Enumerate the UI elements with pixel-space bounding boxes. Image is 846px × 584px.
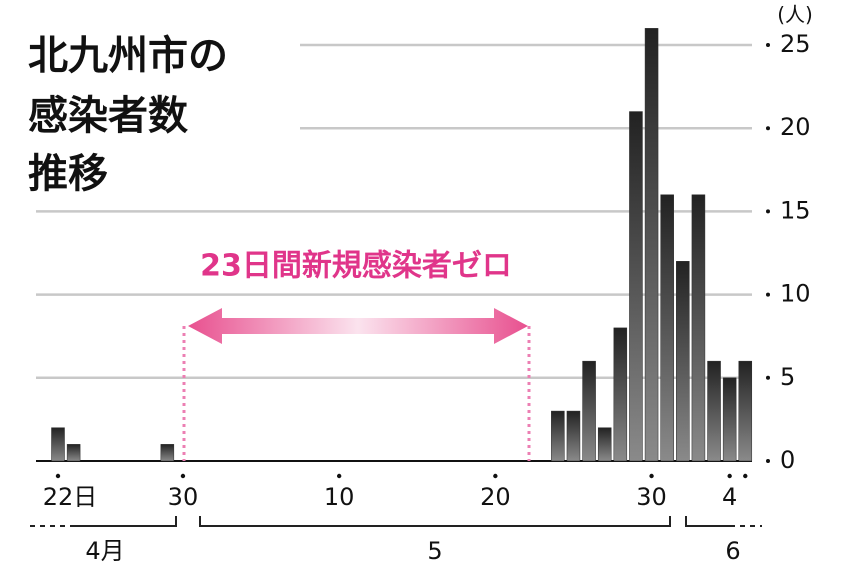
title-bg <box>20 22 300 202</box>
month-brackets <box>30 516 762 527</box>
bar <box>160 444 175 462</box>
y-tick-label: 5 <box>780 363 795 391</box>
x-tick-dot <box>55 473 61 479</box>
bar <box>707 360 721 462</box>
bars <box>51 28 753 462</box>
bar <box>66 444 81 462</box>
bar <box>551 410 565 462</box>
y-tick-label: 20 <box>780 113 811 141</box>
y-tick-dot <box>766 43 770 47</box>
x-tick-label: 4 <box>722 483 737 511</box>
y-tick-label: 25 <box>780 30 811 58</box>
title-line: 北九州市の <box>28 33 228 79</box>
y-tick-dot <box>766 375 770 380</box>
bar <box>722 377 737 462</box>
month-label: 4月 <box>85 537 124 565</box>
y-tick-dot <box>766 126 770 131</box>
bar <box>582 360 596 462</box>
x-tick-dot <box>493 473 498 479</box>
month-label: 5 <box>427 537 442 565</box>
unit: (人) <box>777 3 813 27</box>
x-tick-dot <box>743 473 748 479</box>
x-tick-dot <box>180 473 186 479</box>
x-tick-dot <box>336 473 342 479</box>
bar <box>51 427 65 462</box>
bar <box>597 427 612 462</box>
x-tick-label: 22日 <box>43 483 98 511</box>
bar <box>566 410 581 462</box>
y-tick-label: 10 <box>780 280 811 308</box>
x-tick-label: 20 <box>480 483 511 511</box>
bar <box>644 28 659 462</box>
x-tick-label: 10 <box>324 483 355 511</box>
y-tick-label: 15 <box>780 196 811 224</box>
y-tick-label: 0 <box>780 446 795 474</box>
bar <box>738 360 753 462</box>
bar <box>613 327 628 462</box>
month-label: 6 <box>725 537 740 565</box>
x-tick-dot <box>649 473 654 479</box>
y-tick-dot <box>766 209 770 214</box>
bar <box>691 194 706 462</box>
bar <box>629 111 643 462</box>
title-line: 感染者数 <box>28 93 188 139</box>
bar <box>660 194 674 462</box>
x-tick-dot <box>727 473 732 479</box>
bar <box>676 261 690 462</box>
arrow <box>182 308 531 461</box>
y-tick-dot <box>766 459 770 463</box>
title-line: 推移 <box>28 151 108 197</box>
x-tick-label: 30 <box>168 483 199 511</box>
annotation: 23日間新規感染者ゼロ <box>200 249 512 284</box>
x-tick-label: 30 <box>636 483 667 511</box>
y-tick-dot <box>766 292 770 297</box>
